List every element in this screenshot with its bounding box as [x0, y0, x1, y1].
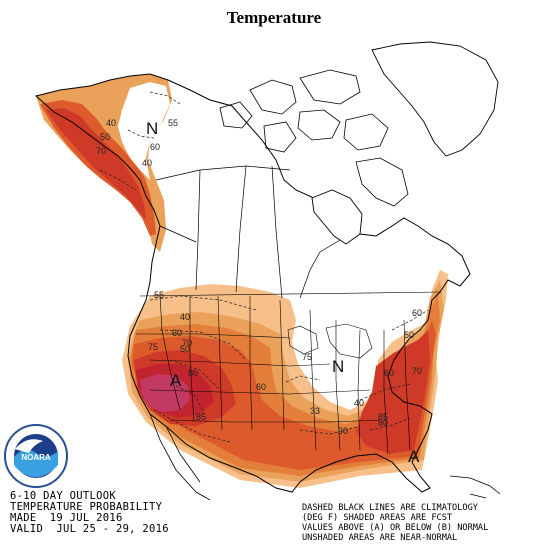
label-east-60b: 60: [384, 368, 394, 378]
outlook-map: N 40 50 55 60 70 40 A 40 50 60 70 75 80 …: [34, 41, 501, 500]
hudson-bay: [311, 189, 363, 245]
conus-90-area: [140, 374, 190, 412]
label-east-a: A: [408, 447, 420, 466]
label-central-75: 75: [302, 352, 312, 362]
label-west-40: 40: [180, 312, 190, 322]
product-line-1: 6-10 DAY OUTLOOK: [10, 490, 116, 502]
label-alaska-n: N: [146, 119, 158, 138]
arctic-islands: [219, 69, 409, 207]
climatology-lines: [99, 91, 429, 443]
label-alaska-40b: 40: [142, 158, 152, 168]
north-america-outline: [34, 73, 471, 493]
legend-notes: DASHED BLACK LINES ARE CLIMATOLOGY (DEG …: [302, 503, 488, 543]
label-central-n: N: [332, 357, 344, 376]
legend-line-1: DASHED BLACK LINES ARE CLIMATOLOGY: [302, 503, 478, 513]
label-east-85: 85: [378, 412, 388, 422]
map-title: Temperature: [226, 8, 322, 27]
product-line-2: TEMPERATURE PROBABILITY: [10, 501, 163, 513]
conus-shading: [122, 270, 448, 488]
product-line-4: VALID JUL 25 - 29, 2016: [10, 523, 169, 535]
label-alaska-40: 40: [106, 118, 116, 128]
mexico-coast: [149, 413, 211, 500]
label-central-33: 33: [310, 406, 320, 416]
label-west-85: 85: [196, 412, 206, 422]
label-west-50: 50: [180, 344, 190, 354]
alaska-white: [118, 82, 170, 180]
product-line-3: MADE 19 JUL 2016: [10, 512, 123, 524]
alaska-shading: [36, 74, 172, 252]
noaa-logo: NOARA: [4, 424, 68, 488]
label-alaska-50: 50: [100, 132, 110, 142]
alaska-60-area: [46, 108, 146, 220]
label-west-a: A: [170, 371, 182, 390]
province-borders: [155, 165, 341, 299]
noaa-logo-text: NOARA: [21, 453, 51, 462]
map-labels: N 40 50 55 60 70 40 A 40 50 60 70 75 80 …: [96, 118, 422, 466]
label-west-75: 75: [148, 342, 158, 352]
label-alaska-55: 55: [168, 118, 178, 128]
label-east-70: 70: [412, 366, 422, 376]
legend-line-2: (DEG F) SHADED AREAS ARE FCST: [302, 513, 453, 523]
label-west-55: 55: [154, 290, 164, 300]
label-alaska-60: 60: [150, 142, 160, 152]
legend-line-3: VALUES ABOVE (A) OR BELOW (B) NORMAL: [302, 523, 489, 533]
label-east-80: 80: [378, 418, 388, 428]
label-east-50: 50: [404, 330, 414, 340]
product-info: 6-10 DAY OUTLOOK TEMPERATURE PROBABILITY…: [10, 491, 169, 535]
greenland-outline: [371, 41, 499, 157]
label-west-70: 70: [182, 338, 192, 348]
label-west-60b: 60: [256, 382, 266, 392]
label-west-80: 80: [188, 368, 198, 378]
legend-line-4: UNSHADED AREAS ARE NEAR-NORMAL: [302, 533, 458, 543]
label-east-90: 90: [338, 426, 348, 436]
label-west-60: 60: [172, 328, 182, 338]
label-alaska-70: 70: [96, 146, 106, 156]
state-borders: [136, 291, 441, 455]
label-central-40: 40: [354, 398, 364, 408]
label-east-60: 60: [412, 308, 422, 318]
caribbean-islands: [449, 475, 501, 499]
conus-70-east: [356, 330, 430, 454]
